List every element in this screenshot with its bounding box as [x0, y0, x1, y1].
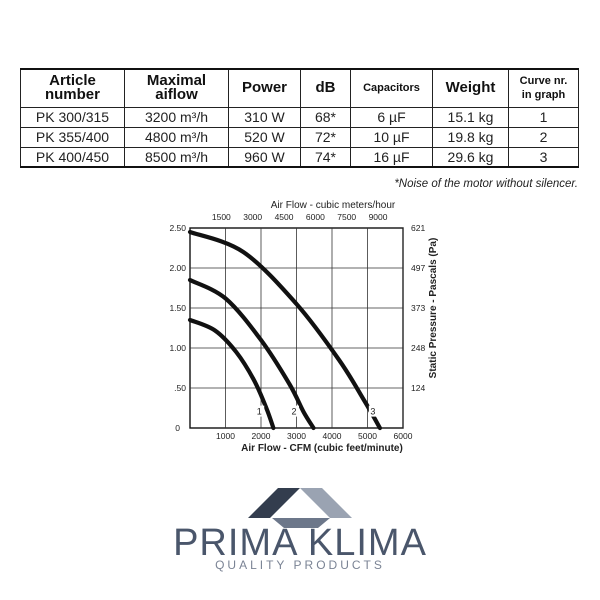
table-row: PK 400/450 8500 m³/h 960 W 74* 16 µF 29.… [20, 146, 579, 168]
chart-curves [187, 229, 382, 431]
top-tick-label: 6000 [306, 212, 325, 222]
brand-name: PRIMA KLIMA [173, 522, 427, 564]
curve-label-bg [368, 405, 378, 417]
header-maximal-airflow: Maximal aiflow [124, 68, 229, 108]
cell-airflow: 3200 m³/h [124, 106, 229, 128]
cell-db: 74* [300, 146, 351, 168]
chart-labels: 1000 2000 3000 4000 5000 6000 0 .50 1.00 1.50 2.00… [169, 200, 439, 454]
x-tick-label: 3000 [287, 431, 306, 441]
curve-label-bg [255, 405, 265, 417]
cell-db: 68* [300, 106, 351, 128]
right-axis-title: Static Pressure - Pascals (Pa) [428, 238, 439, 379]
y-tick-label: 1.00 [169, 343, 186, 353]
cell-weight: 29.6 kg [432, 146, 509, 168]
fan-performance-chart: 1000 2000 3000 4000 5000 6000 0 .50 1.00 1.50 2.00… [169, 200, 439, 454]
x-tick-label: 5000 [358, 431, 377, 441]
logo-roof-light [300, 488, 352, 518]
logo-roof-dark [248, 488, 300, 518]
curve-3-label: 3 [370, 407, 375, 417]
right-tick-label: 497 [411, 263, 425, 273]
curve-3-line [187, 229, 382, 431]
cell-power: 520 W [228, 126, 301, 148]
y-tick-label: 2.50 [169, 223, 186, 233]
x-tick-label: 6000 [394, 431, 413, 441]
brand-logo-mark [248, 488, 352, 528]
curve-label-bg [290, 405, 300, 417]
cell-weight: 15.1 kg [432, 106, 509, 128]
y-tick-label: 0 [175, 423, 180, 433]
header-weight: Weight [432, 68, 509, 108]
y-tick-label: 2.00 [169, 263, 186, 273]
cell-capacitors: 6 µF [350, 106, 433, 128]
x-tick-label: 1000 [216, 431, 235, 441]
cell-power: 310 W [228, 106, 301, 128]
cell-airflow: 8500 m³/h [124, 146, 229, 168]
top-tick-label: 9000 [369, 212, 388, 222]
logo-roof-mid [272, 518, 330, 528]
spec-table: Article number Maximal aiflow Power dB Cap… [20, 68, 579, 168]
table-row: PK 300/315 3200 m³/h 310 W 68* 6 µF 15.1… [20, 106, 579, 128]
cell-article: PK 300/315 [20, 106, 125, 128]
x-axis-title: Air Flow - CFM (cubic feet/minute) [241, 443, 403, 454]
top-tick-label: 7500 [337, 212, 356, 222]
brand-tagline: QUALITY PRODUCTS [215, 558, 385, 572]
curve-2-label: 2 [292, 407, 297, 417]
chart-grid [189, 227, 404, 429]
header-article-number: Article number [20, 68, 125, 108]
curve-1-line [187, 317, 276, 431]
right-tick-label: 621 [411, 223, 425, 233]
cell-power: 960 W [228, 146, 301, 168]
top-tick-label: 4500 [275, 212, 294, 222]
y-tick-label: .50 [174, 383, 186, 393]
noise-footnote: *Noise of the motor without silencer. [394, 178, 578, 190]
right-tick-label: 124 [411, 383, 425, 393]
y-tick-label: 1.50 [169, 303, 186, 313]
curve-2-line [187, 277, 316, 431]
x-tick-label: 2000 [252, 431, 271, 441]
cell-curve: 2 [508, 126, 579, 148]
x-tick-label: 4000 [323, 431, 342, 441]
cell-capacitors: 16 µF [350, 146, 433, 168]
cell-curve: 3 [508, 146, 579, 168]
cell-article: PK 355/400 [20, 126, 125, 148]
cell-article: PK 400/450 [20, 146, 125, 168]
right-tick-label: 248 [411, 343, 425, 353]
top-tick-label: 1500 [212, 212, 231, 222]
top-tick-label: 3000 [243, 212, 262, 222]
curve-1-label: 1 [257, 407, 262, 417]
top-axis-title: Air Flow - cubic meters/hour [271, 200, 396, 211]
right-tick-label: 373 [411, 303, 425, 313]
